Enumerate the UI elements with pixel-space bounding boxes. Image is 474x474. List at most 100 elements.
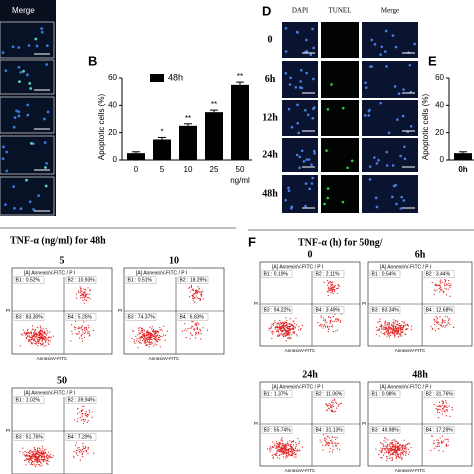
event-dot: [84, 298, 86, 301]
event-dot: [271, 454, 273, 456]
event-dot: [36, 460, 38, 462]
event-dot: [442, 401, 444, 403]
event-dot: [30, 342, 33, 344]
event-dot: [292, 452, 294, 455]
event-dot: [393, 330, 395, 332]
event-dot: [276, 450, 278, 452]
event-dot: [391, 447, 394, 449]
event-dot: [331, 409, 333, 411]
event-dot: [331, 451, 334, 453]
event-dot: [138, 333, 140, 335]
event-dot: [332, 449, 334, 451]
event-dot: [194, 329, 196, 331]
event-dot: [151, 328, 153, 330]
event-dot: [391, 458, 394, 461]
event-dot: [36, 447, 39, 449]
event-dot: [438, 405, 441, 407]
event-dot: [405, 443, 407, 446]
event-dot: [293, 456, 295, 458]
event-dot: [330, 284, 332, 286]
nucleus: [312, 149, 316, 153]
event-dot: [383, 440, 385, 442]
event-dot: [87, 420, 89, 422]
event-dot: [195, 331, 197, 333]
event-dot: [35, 465, 37, 468]
event-dot: [331, 407, 333, 409]
event-dot: [439, 437, 441, 439]
event-dot: [140, 342, 142, 344]
event-dot: [31, 336, 33, 338]
nucleus: [26, 113, 30, 117]
event-dot: [401, 448, 404, 450]
event-dot: [293, 322, 296, 325]
event-dot: [152, 328, 155, 330]
event-dot: [445, 288, 447, 290]
nucleus: [302, 160, 306, 163]
event-dot: [49, 336, 51, 338]
event-dot: [270, 447, 272, 449]
event-dot: [295, 333, 297, 336]
event-dot: [284, 322, 286, 324]
event-dot: [323, 281, 325, 283]
event-dot: [404, 451, 407, 453]
event-dot: [443, 405, 445, 407]
nucleus: [35, 44, 39, 48]
event-dot: [149, 336, 151, 338]
event-dot: [448, 285, 450, 287]
event-dot: [401, 457, 403, 459]
quadrant-box: [261, 426, 293, 434]
y-tick-label: 0: [113, 155, 118, 164]
event-dot: [291, 451, 294, 453]
event-dot: [31, 338, 33, 340]
event-dot: [192, 295, 194, 297]
event-dot: [74, 320, 77, 323]
nucleus: [25, 178, 28, 182]
nucleus: [13, 206, 16, 210]
nucleus: [391, 164, 395, 167]
quadrant-box: [177, 313, 209, 321]
event-dot: [188, 287, 190, 289]
event-dot: [394, 453, 396, 455]
event-dot: [36, 326, 38, 329]
plot-y-label: PI: [118, 308, 122, 313]
event-dot: [294, 326, 296, 328]
event-dot: [88, 409, 90, 411]
event-dot: [386, 335, 388, 337]
event-dot: [334, 285, 336, 287]
event-dot: [78, 450, 81, 452]
event-dot: [83, 302, 85, 304]
event-dot: [290, 451, 292, 453]
event-dot: [442, 318, 444, 320]
event-dot: [150, 332, 153, 335]
event-dot: [444, 282, 446, 284]
event-dot: [206, 329, 209, 331]
event-dot: [326, 410, 328, 412]
event-dot: [381, 443, 383, 445]
event-dot: [80, 334, 82, 336]
event-dot: [81, 413, 83, 415]
event-dot: [384, 322, 387, 324]
event-dot: [269, 450, 271, 453]
event-dot: [402, 325, 405, 328]
event-dot: [38, 340, 41, 342]
event-dot: [340, 402, 342, 404]
event-dot: [405, 329, 407, 331]
event-dot: [300, 328, 302, 330]
event-dot: [82, 442, 84, 445]
event-dot: [443, 440, 445, 442]
event-dot: [162, 334, 165, 336]
event-dot: [159, 329, 161, 331]
quadrant-box: [369, 306, 401, 314]
event-dot: [400, 324, 402, 326]
event-dot: [157, 330, 159, 333]
event-dot: [35, 336, 37, 338]
event-dot: [38, 455, 41, 457]
nucleus: [408, 63, 412, 67]
nucleus: [284, 27, 288, 30]
event-dot: [184, 323, 186, 325]
event-dot: [276, 330, 278, 333]
nucleus: [308, 187, 311, 191]
event-dot: [439, 324, 442, 326]
event-dot: [42, 342, 44, 344]
event-dot: [285, 445, 287, 447]
